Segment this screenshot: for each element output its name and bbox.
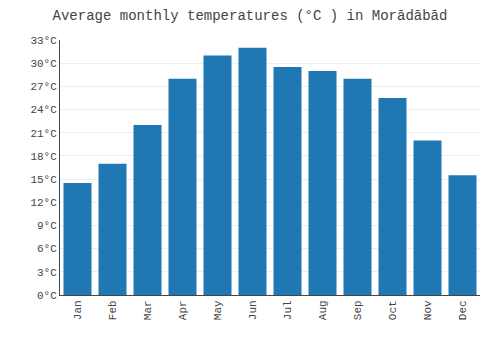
svg-text:Dec: Dec [457,300,469,320]
svg-text:Jun: Jun [247,300,259,320]
svg-text:30°C: 30°C [30,58,57,70]
svg-text:May: May [212,300,224,320]
svg-text:Feb: Feb [107,300,119,320]
svg-text:Sep: Sep [352,300,364,320]
svg-text:Nov: Nov [422,300,434,320]
svg-text:6°C: 6°C [37,243,57,255]
svg-text:33°C: 33°C [30,35,57,47]
svg-text:24°C: 24°C [30,104,57,116]
svg-text:Jan: Jan [72,300,84,320]
svg-text:27°C: 27°C [30,81,57,93]
svg-text:21°C: 21°C [30,128,57,140]
svg-text:Jul: Jul [282,300,294,320]
svg-text:9°C: 9°C [37,220,57,232]
svg-text:Apr: Apr [177,300,189,320]
svg-text:3°C: 3°C [37,267,57,279]
svg-text:18°C: 18°C [30,151,57,163]
svg-text:Aug: Aug [317,300,329,320]
svg-text:Oct: Oct [387,300,399,320]
svg-text:Average monthly temperatures (: Average monthly temperatures (°C ) in Mo… [53,8,448,24]
svg-text:12°C: 12°C [30,197,57,209]
svg-text:0°C: 0°C [37,290,57,302]
svg-text:15°C: 15°C [30,174,57,186]
svg-text:Mar: Mar [142,300,154,320]
